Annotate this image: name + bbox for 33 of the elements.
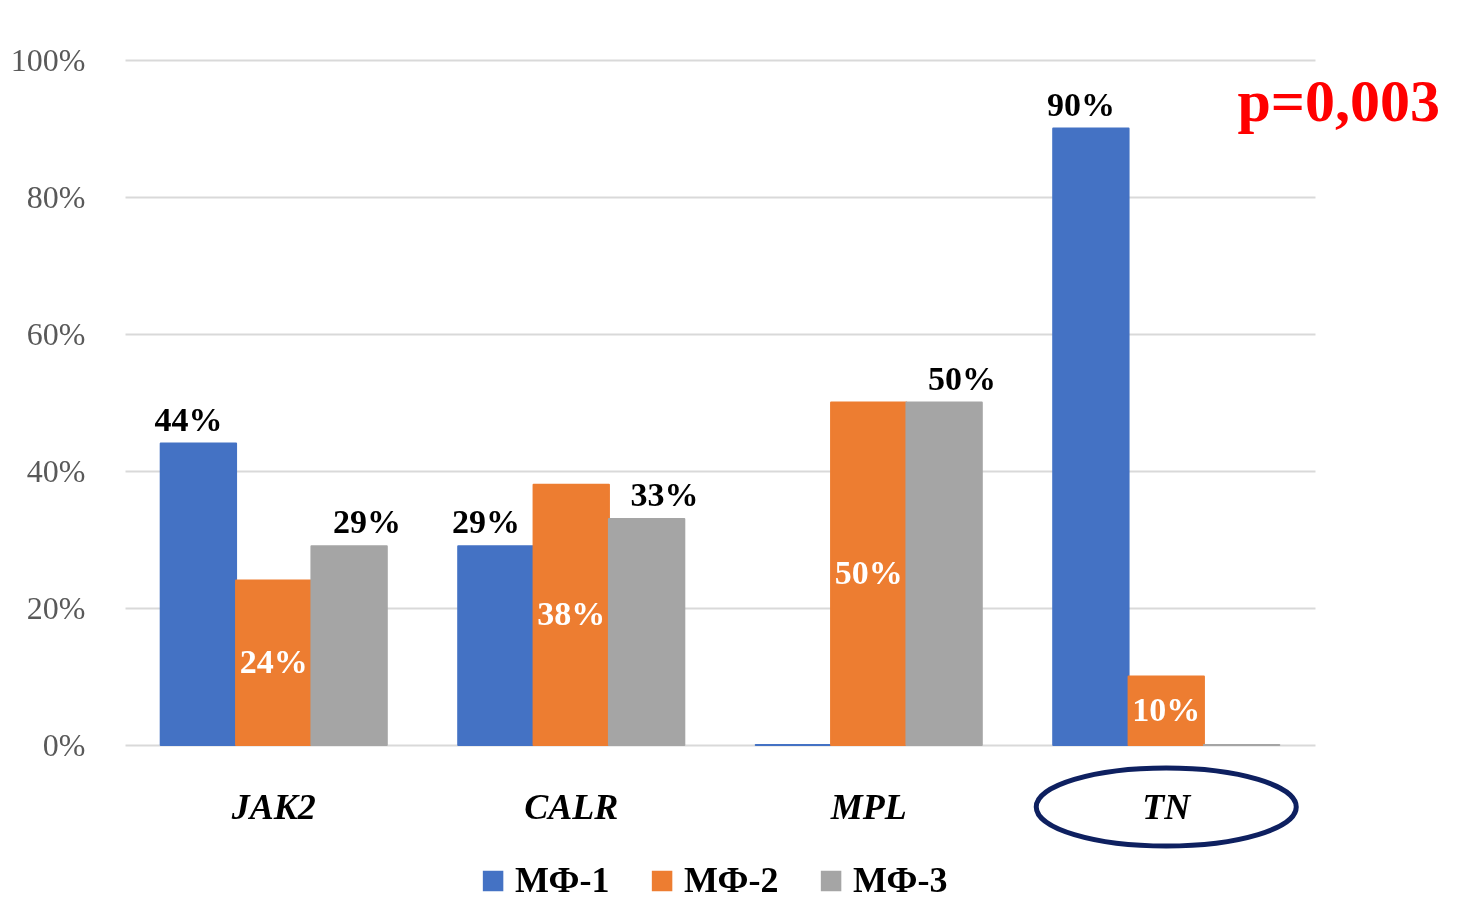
data-label: 10%: [1132, 690, 1201, 728]
bar: [830, 401, 908, 746]
bar: [235, 579, 313, 746]
data-label: 50%: [834, 553, 903, 591]
bar: [532, 483, 610, 746]
data-label: 24%: [239, 642, 308, 680]
annotation: p=0,003: [1237, 68, 1440, 134]
bar: [159, 442, 238, 746]
data-label: 38%: [537, 594, 606, 632]
y-tick-label: 20%: [26, 589, 86, 626]
x-tick-label: MPL: [829, 786, 907, 827]
y-tick-label: 40%: [26, 452, 86, 489]
legend-label: МФ-3: [853, 860, 948, 900]
data-label: 44%: [154, 400, 223, 438]
y-tick-label: 60%: [26, 315, 86, 352]
legend-label: МФ-1: [515, 860, 610, 900]
y-tick-label: 0%: [42, 726, 86, 763]
y-tick-label: 100%: [10, 41, 86, 78]
data-label: 50%: [928, 359, 997, 397]
bar: [905, 401, 983, 746]
x-tick-label: JAK2: [230, 786, 316, 827]
bar: [310, 545, 388, 746]
y-tick-label: 80%: [26, 178, 86, 215]
data-label: 33%: [630, 475, 699, 513]
x-tick-label: TN: [1142, 786, 1193, 827]
bar: [607, 517, 686, 746]
x-tick-label: CALR: [524, 786, 619, 827]
data-label: 29%: [333, 503, 402, 541]
legend-label: МФ-2: [684, 860, 779, 900]
bar: [1052, 127, 1130, 746]
data-label: 29%: [451, 503, 520, 541]
data-label: 90%: [1046, 85, 1115, 123]
bar: [457, 545, 535, 746]
